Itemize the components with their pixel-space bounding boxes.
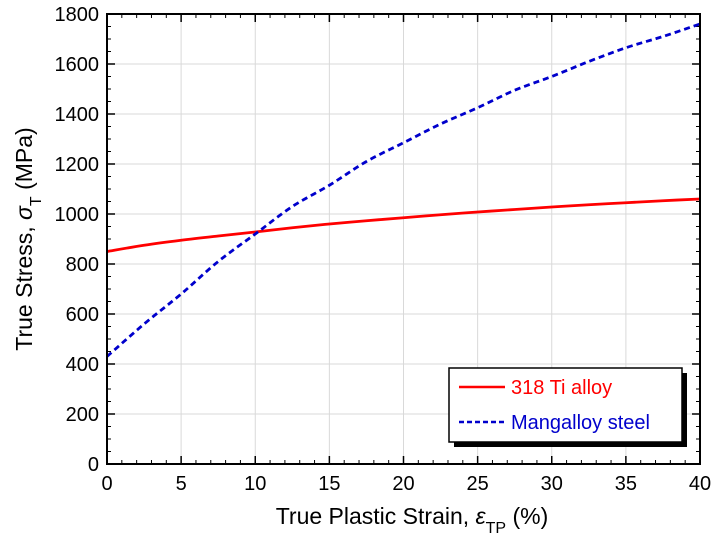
x-tick-label: 25 xyxy=(467,473,489,495)
x-tick-label: 20 xyxy=(392,473,414,495)
x-tick-label: 35 xyxy=(615,473,637,495)
x-tick-label: 10 xyxy=(244,473,266,495)
x-axis-title: True Plastic Strain, εTP (%) xyxy=(276,503,549,537)
x-tick-label: 5 xyxy=(176,473,187,495)
series-line-1 xyxy=(106,22,701,358)
x-tick-label: 30 xyxy=(541,473,563,495)
y-tick-labels: 0 200 400 600 800 1000 1200 1400 1600 1800 xyxy=(55,4,100,476)
x-axis-title-unit: (%) xyxy=(506,503,548,529)
x-tick-labels: 0 5 10 15 20 25 30 35 40 xyxy=(101,473,711,495)
y-tick-label: 1800 xyxy=(55,4,100,26)
y-axis-title: True Stress, σT (MPa) xyxy=(11,127,45,350)
y-tick-label: 200 xyxy=(66,404,99,426)
legend-label-ti-alloy: 318 Ti alloy xyxy=(511,377,612,399)
x-tick-label: 15 xyxy=(318,473,340,495)
x-tick-label: 0 xyxy=(101,473,112,495)
y-tick-label: 800 xyxy=(66,254,99,276)
x-axis-title-subscript: TP xyxy=(486,520,506,537)
y-axis-title-main: True Stress, xyxy=(11,220,37,351)
y-tick-label: 1200 xyxy=(55,154,100,176)
legend-box xyxy=(448,367,683,443)
y-tick-label: 400 xyxy=(66,354,99,376)
plot-frame xyxy=(106,13,701,465)
series-line-0 xyxy=(106,197,701,253)
legend: 318 Ti alloy Mangalloy steel xyxy=(448,367,687,447)
y-tick-label: 1400 xyxy=(55,104,100,126)
y-axis-title-unit: (MPa) xyxy=(11,127,37,196)
x-axis-title-symbol: ε xyxy=(476,503,487,529)
x-tick-label: 40 xyxy=(689,473,711,495)
y-tick-label: 1000 xyxy=(55,204,100,226)
y-tick-label: 0 xyxy=(88,454,99,476)
y-tick-label: 600 xyxy=(66,304,99,326)
y-tick-label: 1600 xyxy=(55,54,100,76)
legend-label-mangalloy: Mangalloy steel xyxy=(511,412,650,434)
y-axis-title-subscript: T xyxy=(28,196,45,206)
y-axis-title-symbol: σ xyxy=(11,205,37,220)
series-lines xyxy=(106,22,701,358)
grid xyxy=(107,14,700,464)
x-axis-title-main: True Plastic Strain, xyxy=(276,503,476,529)
